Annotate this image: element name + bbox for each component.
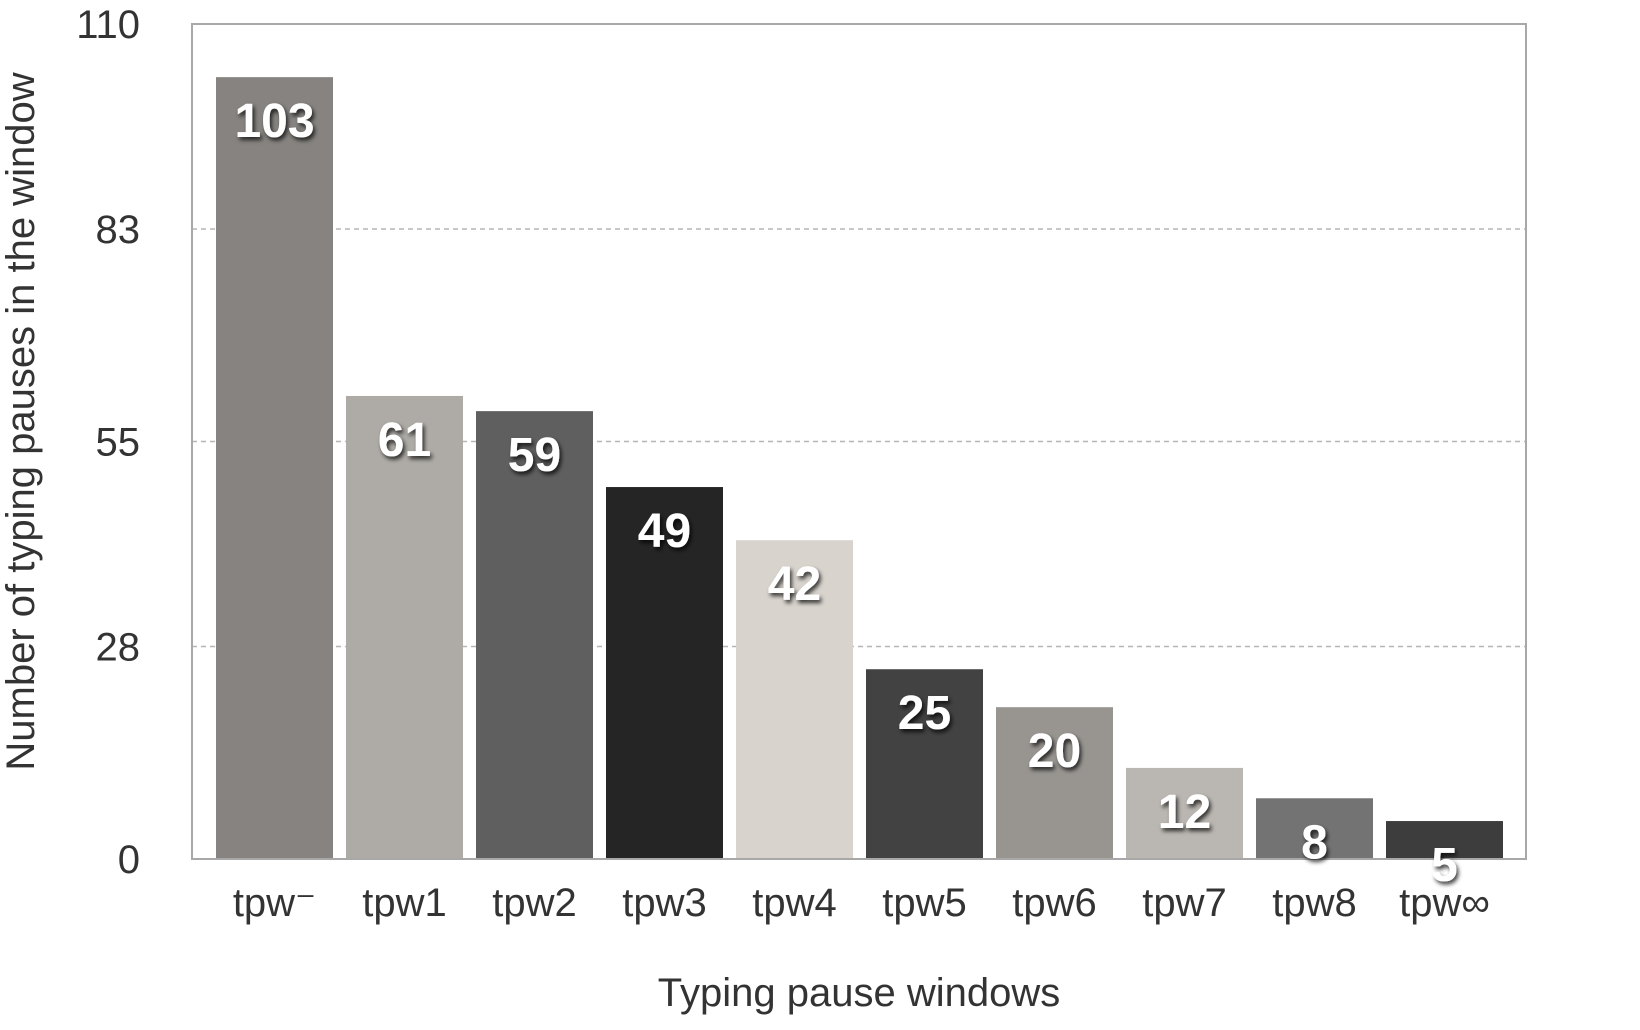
bar xyxy=(476,411,593,859)
y-tick-label: 28 xyxy=(96,625,141,669)
y-tick-label: 83 xyxy=(96,208,141,252)
y-axis-title: Number of typing pauses in the window xyxy=(0,72,43,770)
data-label: 49 xyxy=(638,505,691,558)
gridlines xyxy=(192,228,1526,648)
bar xyxy=(1386,821,1503,859)
bar xyxy=(736,540,853,859)
y-tick-label: 0 xyxy=(118,838,140,882)
bar xyxy=(1126,767,1243,859)
x-tick-label: tpw∞ xyxy=(1399,881,1490,925)
x-tick-label: tpw4 xyxy=(752,881,837,925)
bar xyxy=(996,707,1113,859)
bar xyxy=(1256,798,1373,859)
x-tick-label: tpw2 xyxy=(492,881,577,925)
x-tick-label: tpw7 xyxy=(1142,881,1227,925)
bar xyxy=(346,395,463,859)
data-label: 103 xyxy=(234,95,314,148)
x-tick-label: tpw5 xyxy=(882,881,967,925)
y-tick-label: 110 xyxy=(76,3,140,47)
bar xyxy=(216,77,333,860)
data-label: 61 xyxy=(378,414,431,467)
x-tick-label: tpw⁻ xyxy=(233,881,316,925)
x-axis-title: Typing pause windows xyxy=(658,971,1060,1015)
data-label: 8 xyxy=(1301,816,1328,869)
data-label: 12 xyxy=(1158,786,1211,839)
bar xyxy=(866,669,983,859)
y-tick-label: 55 xyxy=(96,421,141,465)
data-label: 5 xyxy=(1431,839,1458,892)
data-labels: 103 61 59 49 42 25 20 12 8 5 xyxy=(234,95,1457,892)
x-tick-label: tpw1 xyxy=(362,881,447,925)
y-axis-ticks: 0 28 55 83 110 xyxy=(76,3,140,882)
data-label: 25 xyxy=(898,687,951,740)
data-label: 42 xyxy=(768,558,821,611)
bar xyxy=(606,487,723,859)
x-tick-label: tpw6 xyxy=(1012,881,1097,925)
plot-frame xyxy=(191,23,1527,860)
data-label: 59 xyxy=(508,429,561,482)
x-tick-label: tpw3 xyxy=(622,881,707,925)
data-label: 20 xyxy=(1028,725,1081,778)
x-axis-ticks: tpw⁻ tpw1 tpw2 tpw3 tpw4 tpw5 tpw6 tpw7 tpw8 tpw∞ xyxy=(233,881,1490,925)
bars xyxy=(216,77,1503,860)
x-tick-label: tpw8 xyxy=(1272,881,1357,925)
